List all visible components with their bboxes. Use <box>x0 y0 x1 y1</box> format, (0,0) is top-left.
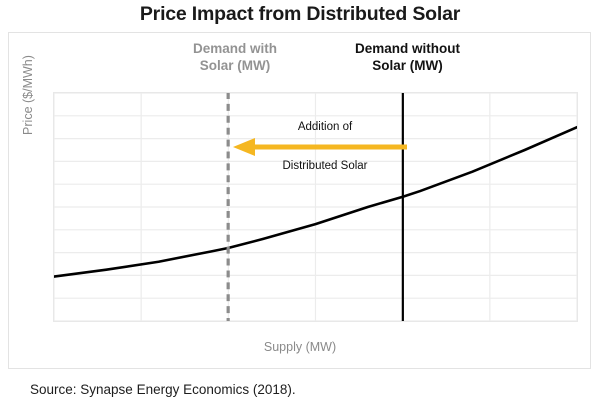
demand-with-solar-label: Demand with Solar (MW) <box>160 40 310 74</box>
addition-of-solar-arrow-icon <box>233 138 407 156</box>
demand-without-solar-label-line1: Demand without <box>355 41 460 56</box>
supply-curve <box>54 125 577 278</box>
annotation-line2: Distributed Solar <box>282 160 368 172</box>
demand-with-solar-label-line1: Demand with <box>192 41 277 56</box>
y-axis-title: Price ($/MWh) <box>21 55 35 135</box>
plot-svg <box>54 93 577 321</box>
source-caption: Source: Synapse Energy Economics (2018). <box>30 382 296 397</box>
page-title: Price Impact from Distributed Solar <box>139 3 461 25</box>
demand-with-solar-label-line2: Solar (MW) <box>199 58 271 73</box>
demand-lines-layer <box>226 93 404 321</box>
arrow-head <box>233 138 255 156</box>
x-axis-title: Supply (MW) <box>263 340 337 354</box>
plot-area <box>53 92 578 322</box>
demand-without-solar-label-line2: Solar (MW) <box>372 58 443 73</box>
annotation-line1: Addition of <box>297 121 353 133</box>
demand-without-solar-label: Demand without Solar (MW) <box>330 40 485 74</box>
supply-curve-layer <box>54 125 577 278</box>
